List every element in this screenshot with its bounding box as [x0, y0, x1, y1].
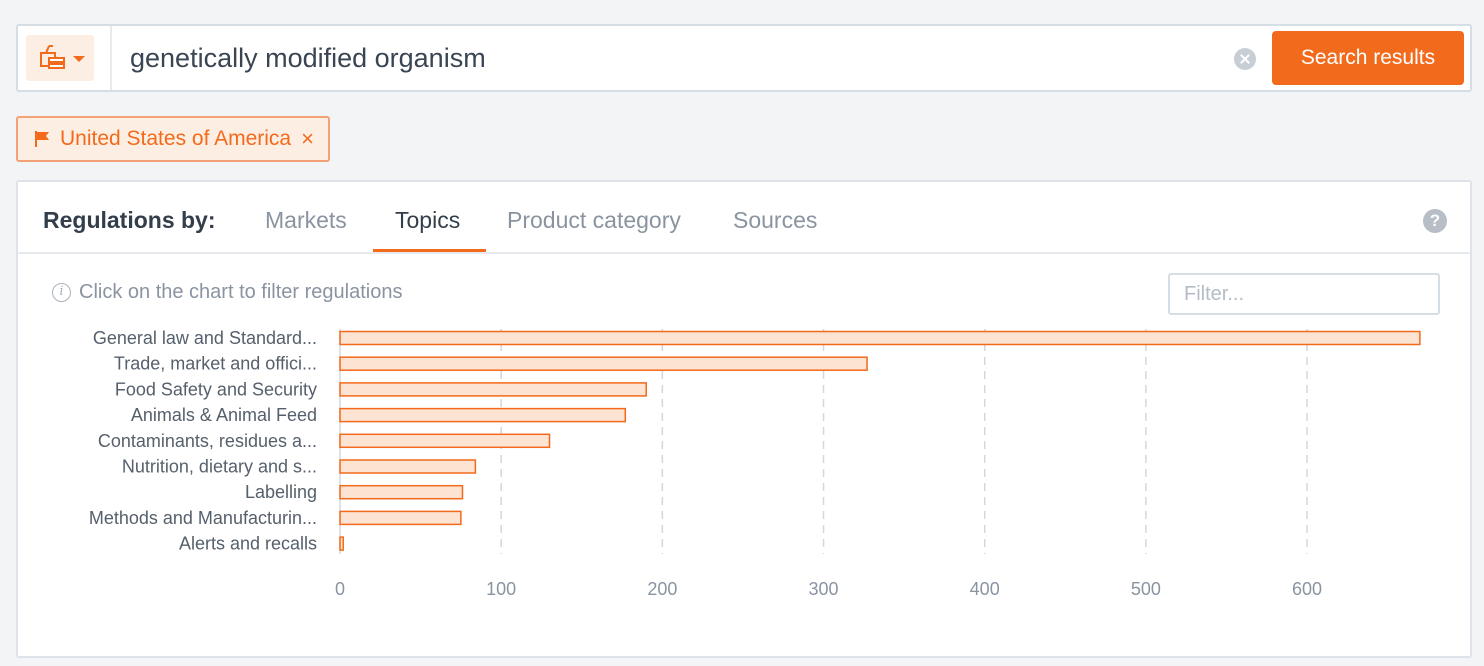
search-bar: Search results [16, 24, 1472, 92]
chart-bar[interactable] [339, 330, 1421, 346]
chart-bar[interactable] [339, 382, 647, 397]
tabs-bar: Regulations by: Markets Topics Product c… [18, 182, 1470, 254]
chart-hint-text: Click on the chart to filter regulations [79, 281, 403, 303]
chart-bar[interactable] [339, 433, 551, 449]
chevron-down-icon [73, 56, 85, 62]
y-category-label: Labelling [245, 482, 317, 502]
tab-topics[interactable]: Topics [395, 207, 461, 233]
chart-bar[interactable] [339, 459, 477, 474]
topics-bar-chart[interactable]: 0 100 200 300 400 500 600 General law and Stand… [18, 182, 1470, 656]
category-dropdown-button[interactable] [26, 35, 94, 81]
chart-bar[interactable] [339, 484, 464, 500]
country-filter-chip[interactable]: United States of America × [16, 116, 330, 162]
country-chip-label: United States of America [60, 127, 292, 150]
help-icon[interactable]: ? [1423, 209, 1447, 233]
info-icon: i [52, 283, 71, 302]
y-category-label: Contaminants, residues a... [98, 431, 317, 451]
y-category-label: Food Safety and Security [115, 379, 317, 399]
x-tick-label: 500 [1131, 579, 1161, 599]
clear-search-icon[interactable] [1234, 48, 1256, 70]
chart-bar[interactable] [339, 536, 344, 551]
search-divider [110, 26, 112, 90]
active-tab-indicator [373, 249, 486, 252]
food-drink-icon [40, 45, 65, 69]
y-category-label: Nutrition, dietary and s... [122, 457, 317, 477]
tab-product-category[interactable]: Product category [507, 207, 681, 233]
chart-bar[interactable] [339, 356, 868, 371]
search-input[interactable] [130, 36, 1230, 80]
y-category-label: Methods and Manufacturin... [89, 508, 317, 528]
y-category-label: General law and Standard... [93, 328, 317, 348]
x-tick-label: 400 [970, 579, 1000, 599]
search-results-button[interactable]: Search results [1272, 31, 1464, 85]
x-tick-label: 600 [1292, 579, 1322, 599]
x-tick-label: 300 [809, 579, 839, 599]
chart-hint: i Click on the chart to filter regulatio… [52, 281, 403, 304]
tab-markets[interactable]: Markets [265, 207, 347, 233]
regulations-by-label: Regulations by: [43, 207, 216, 233]
chart-bar[interactable] [339, 407, 627, 423]
regulations-panel: Regulations by: Markets Topics Product c… [16, 180, 1472, 658]
y-category-label: Trade, market and offici... [114, 354, 317, 374]
y-category-label: Animals & Animal Feed [131, 405, 317, 425]
x-tick-label: 100 [486, 579, 516, 599]
x-tick-label: 0 [335, 579, 345, 599]
remove-filter-icon[interactable]: × [301, 126, 314, 151]
flag-icon [35, 131, 49, 147]
chart-filter-input[interactable] [1168, 273, 1440, 315]
x-tick-label: 200 [647, 579, 677, 599]
chart-bar[interactable] [339, 510, 462, 526]
y-category-label: Alerts and recalls [179, 534, 317, 554]
tab-sources[interactable]: Sources [733, 207, 818, 233]
